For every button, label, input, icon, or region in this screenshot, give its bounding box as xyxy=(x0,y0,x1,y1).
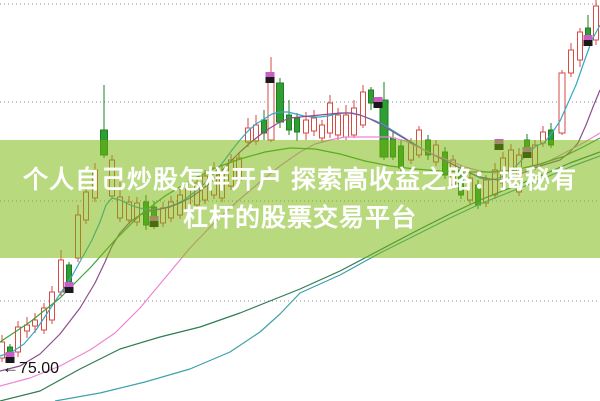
title-banner: 个人自己炒股怎样开户 探索高收益之路：揭秘有 杠杆的股票交易平台 xyxy=(0,140,600,258)
candle xyxy=(32,313,38,333)
candle xyxy=(24,317,30,338)
left-arrow-icon: ← xyxy=(2,358,19,377)
candle xyxy=(311,110,317,136)
price-axis-value: 75.00 xyxy=(19,360,60,377)
candle xyxy=(0,335,5,362)
signal-marker xyxy=(265,72,275,83)
candle xyxy=(558,70,566,135)
headline-line-1: 个人自己炒股怎样开户 探索高收益之路：揭秘有 xyxy=(23,166,577,194)
headline-line-2: 杠杆的股票交易平台 xyxy=(182,204,417,232)
signal-marker xyxy=(64,282,74,293)
candle xyxy=(360,85,366,128)
candle xyxy=(327,95,333,138)
candle xyxy=(15,321,21,357)
candle xyxy=(319,120,325,143)
candle xyxy=(368,87,374,110)
candle xyxy=(568,43,574,77)
candle xyxy=(286,100,292,135)
signal-marker xyxy=(5,352,15,363)
candle xyxy=(593,0,599,45)
signal-marker xyxy=(373,97,383,108)
candle xyxy=(577,28,583,67)
candle xyxy=(351,100,357,138)
candle xyxy=(261,110,267,140)
signal-marker xyxy=(583,35,593,46)
price-axis-label: ←75.00 xyxy=(2,358,59,378)
candle xyxy=(343,105,349,140)
